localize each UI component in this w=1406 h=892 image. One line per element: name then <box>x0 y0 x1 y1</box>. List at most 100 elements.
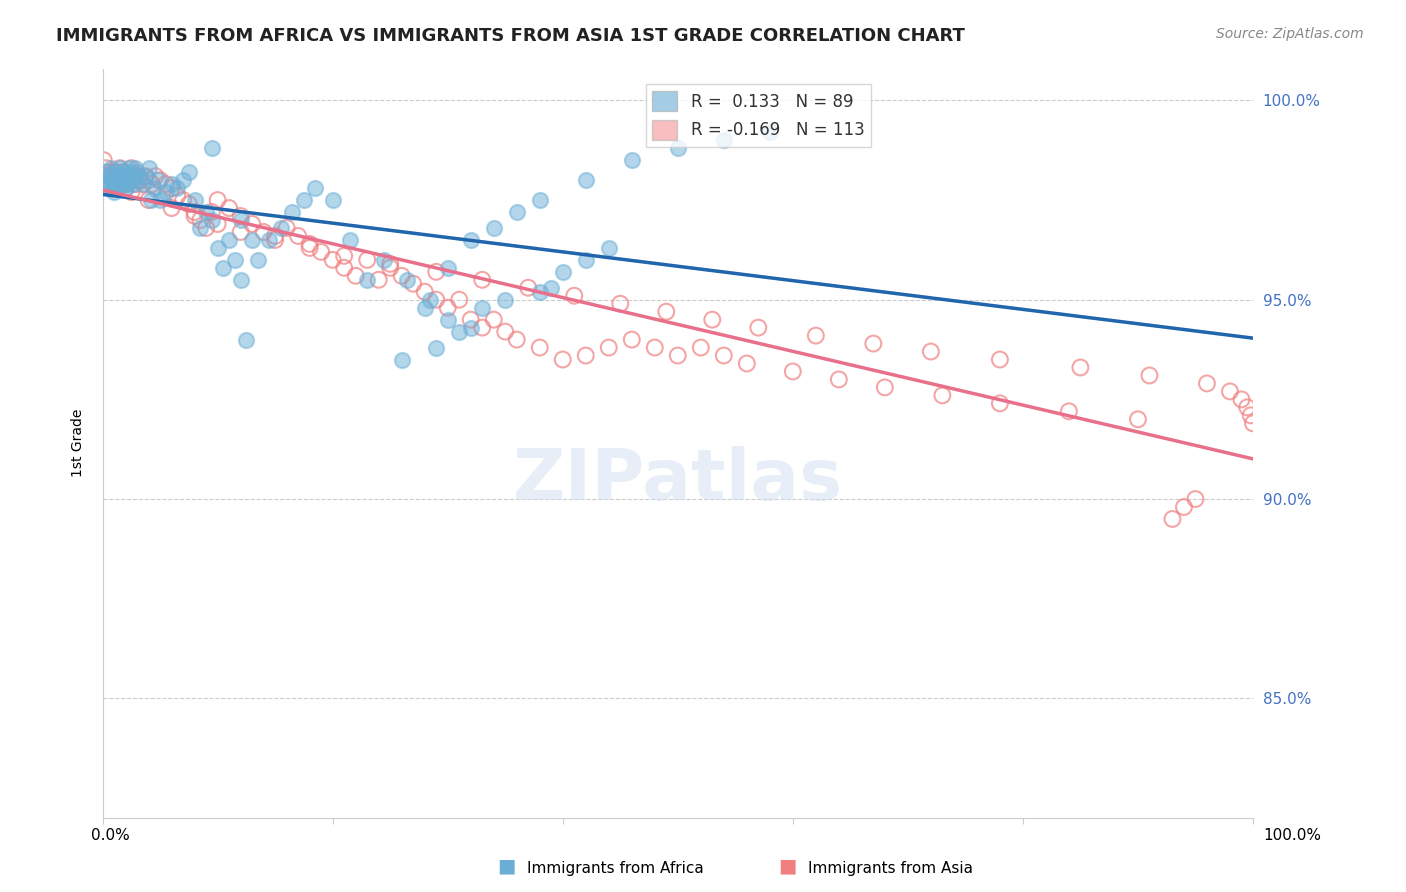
Point <box>344 268 367 283</box>
Point <box>166 189 188 203</box>
Point <box>101 177 124 191</box>
Point <box>298 241 321 255</box>
Point <box>172 193 194 207</box>
Point <box>110 169 132 183</box>
Point <box>195 221 218 235</box>
Point <box>356 273 378 287</box>
Point <box>298 236 321 251</box>
Point <box>94 161 117 176</box>
Point <box>100 161 122 176</box>
Point <box>207 193 229 207</box>
Point <box>246 252 269 267</box>
Point <box>117 169 139 183</box>
Point <box>107 173 129 187</box>
Point <box>689 341 711 355</box>
Point <box>436 260 458 275</box>
Point <box>333 260 356 275</box>
Point <box>218 233 240 247</box>
Text: ■: ■ <box>496 857 516 876</box>
Point <box>259 233 281 247</box>
Point <box>1230 392 1253 407</box>
Point <box>333 249 356 263</box>
Point <box>380 260 402 275</box>
Point <box>281 205 304 219</box>
Point <box>494 325 516 339</box>
Point <box>129 173 152 187</box>
Point <box>419 293 441 307</box>
Point <box>367 273 389 287</box>
Point <box>1241 417 1264 431</box>
Point <box>195 205 218 219</box>
Point <box>804 328 827 343</box>
Point <box>322 193 344 207</box>
Point <box>101 173 124 187</box>
Point <box>93 153 115 168</box>
Point <box>96 177 118 191</box>
Point <box>155 185 177 199</box>
Point <box>138 173 160 187</box>
Point <box>120 185 142 199</box>
Point <box>218 201 240 215</box>
Point <box>101 169 124 183</box>
Point <box>100 177 122 191</box>
Point <box>201 205 224 219</box>
Point <box>104 165 127 179</box>
Point <box>111 177 134 191</box>
Point <box>482 221 505 235</box>
Point <box>138 193 160 207</box>
Point <box>190 221 212 235</box>
Point <box>287 229 309 244</box>
Point <box>396 273 419 287</box>
Point <box>482 312 505 326</box>
Point <box>309 244 332 259</box>
Point <box>413 301 436 315</box>
Point <box>517 281 540 295</box>
Point <box>114 173 136 187</box>
Point <box>1195 376 1218 391</box>
Point <box>666 349 689 363</box>
Point <box>529 193 551 207</box>
Point <box>540 281 562 295</box>
Point <box>134 169 156 183</box>
Point <box>125 177 148 191</box>
Point <box>356 252 378 267</box>
Point <box>551 352 574 367</box>
Point <box>644 341 666 355</box>
Point <box>97 165 120 179</box>
Point <box>155 177 177 191</box>
Point <box>190 213 212 227</box>
Point <box>506 205 529 219</box>
Point <box>115 177 138 191</box>
Point <box>115 177 138 191</box>
Y-axis label: 1st Grade: 1st Grade <box>72 409 86 477</box>
Point <box>920 344 942 359</box>
Point <box>828 372 851 386</box>
Point <box>460 233 482 247</box>
Point <box>107 181 129 195</box>
Point <box>107 169 129 183</box>
Point <box>120 165 142 179</box>
Point <box>124 161 146 176</box>
Point <box>118 169 141 183</box>
Text: 0.0%: 0.0% <box>91 828 131 843</box>
Point <box>862 336 884 351</box>
Point <box>201 141 224 155</box>
Point <box>413 285 436 299</box>
Point <box>575 349 598 363</box>
Point <box>201 213 224 227</box>
Point <box>1184 491 1206 506</box>
Point <box>460 312 482 326</box>
Point <box>149 173 172 187</box>
Point <box>229 209 252 223</box>
Point <box>229 225 252 239</box>
Point <box>575 173 598 187</box>
Point <box>118 161 141 176</box>
Point <box>655 304 678 318</box>
Point <box>529 285 551 299</box>
Point <box>620 153 643 168</box>
Point <box>143 181 166 195</box>
Point <box>1240 409 1263 423</box>
Point <box>1057 404 1080 418</box>
Point <box>391 352 413 367</box>
Point <box>114 181 136 195</box>
